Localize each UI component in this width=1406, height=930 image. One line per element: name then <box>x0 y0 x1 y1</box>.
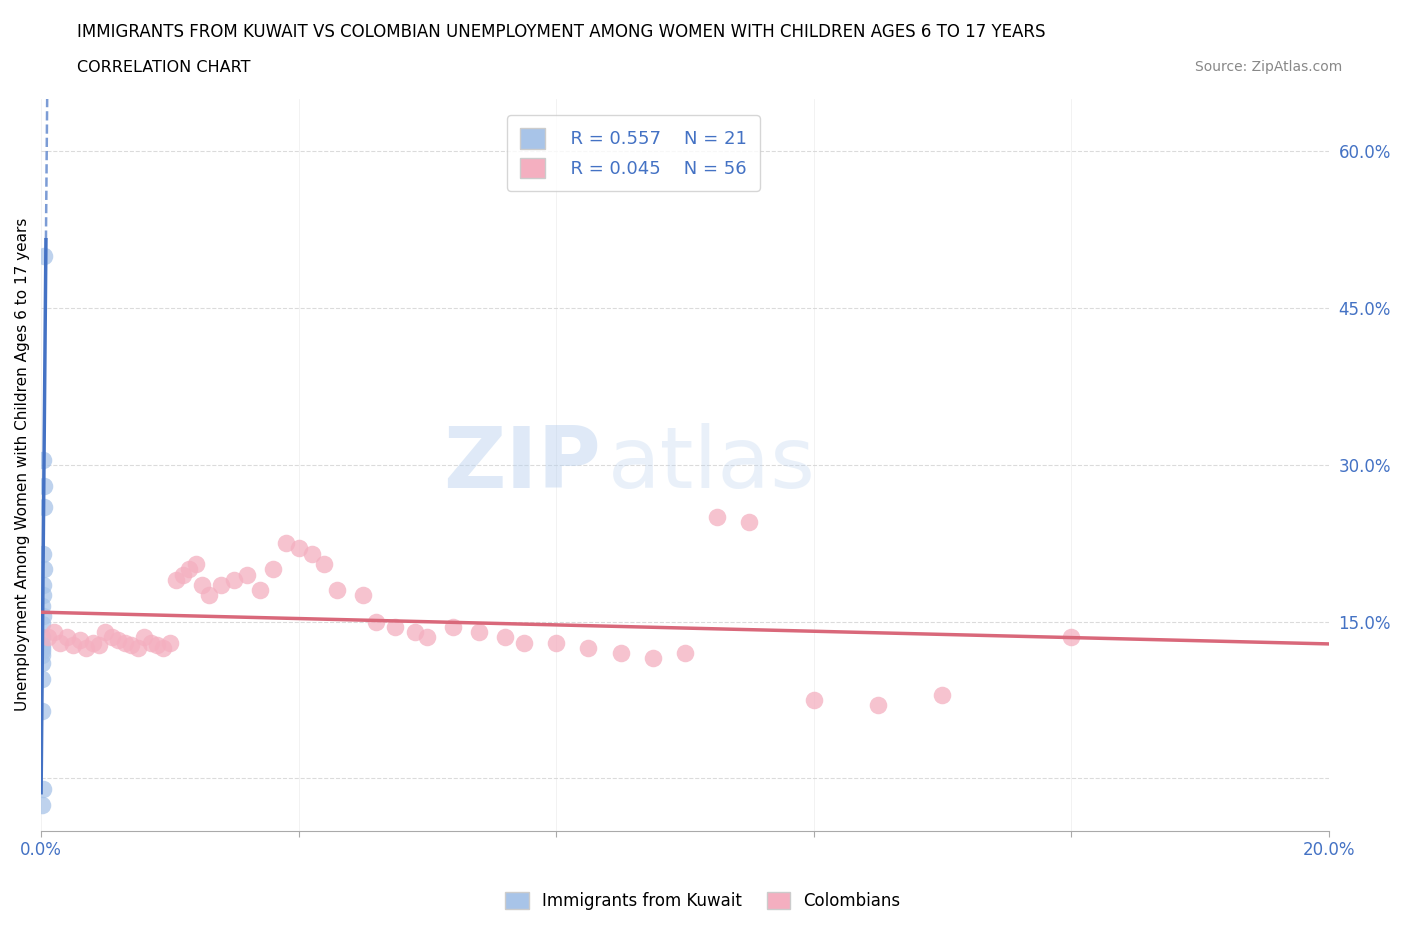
Point <box>738 515 761 530</box>
Point <box>127 641 149 656</box>
Point <box>274 536 297 551</box>
Point <box>152 641 174 656</box>
Point <box>62 637 84 652</box>
Point <box>468 625 491 640</box>
Point <box>262 562 284 577</box>
Point <box>31 671 53 686</box>
Point <box>31 599 53 614</box>
Point <box>191 578 214 592</box>
Point <box>32 546 55 561</box>
Text: ZIP: ZIP <box>443 423 602 506</box>
Point <box>32 499 55 514</box>
Point <box>31 630 53 644</box>
Point <box>165 572 187 587</box>
Point <box>301 546 323 561</box>
Text: IMMIGRANTS FROM KUWAIT VS COLOMBIAN UNEMPLOYMENT AMONG WOMEN WITH CHILDREN AGES : IMMIGRANTS FROM KUWAIT VS COLOMBIAN UNEM… <box>77 23 1046 41</box>
Point <box>49 635 72 650</box>
Point <box>416 630 439 644</box>
Point <box>32 588 55 603</box>
Point <box>249 583 271 598</box>
Y-axis label: Unemployment Among Women with Children Ages 6 to 17 years: Unemployment Among Women with Children A… <box>15 218 30 711</box>
Point <box>146 637 169 652</box>
Point <box>159 635 181 650</box>
Point <box>32 781 55 796</box>
Point <box>706 510 728 525</box>
Point <box>494 630 516 644</box>
Point <box>546 635 568 650</box>
Point <box>184 557 207 572</box>
Point <box>224 572 246 587</box>
Point <box>179 562 201 577</box>
Point <box>673 645 696 660</box>
Point <box>931 687 953 702</box>
Point <box>94 625 117 640</box>
Point <box>34 248 56 263</box>
Point <box>31 647 53 662</box>
Point <box>31 656 53 671</box>
Point <box>314 557 336 572</box>
Point <box>576 641 599 656</box>
Point <box>172 567 194 582</box>
Point <box>384 619 406 634</box>
Point <box>31 703 53 718</box>
Point <box>87 637 110 652</box>
Point <box>641 651 664 666</box>
Point <box>69 633 91 648</box>
Text: CORRELATION CHART: CORRELATION CHART <box>77 60 250 75</box>
Point <box>513 635 536 650</box>
Point <box>42 625 65 640</box>
Point <box>107 633 129 648</box>
Legend:   R = 0.557    N = 21,   R = 0.045    N = 56: R = 0.557 N = 21, R = 0.045 N = 56 <box>508 115 759 191</box>
Point <box>31 797 53 812</box>
Point <box>326 583 349 598</box>
Point <box>236 567 259 582</box>
Point <box>32 562 55 577</box>
Point <box>31 644 53 658</box>
Point <box>32 578 55 592</box>
Point <box>31 617 53 631</box>
Point <box>868 698 890 712</box>
Point <box>37 630 59 644</box>
Point <box>56 630 79 644</box>
Point <box>101 630 124 644</box>
Point <box>209 578 232 592</box>
Point <box>352 588 374 603</box>
Point <box>32 609 55 624</box>
Point <box>1060 630 1083 644</box>
Point <box>404 625 426 640</box>
Point <box>139 635 162 650</box>
Point <box>82 635 104 650</box>
Legend: Immigrants from Kuwait, Colombians: Immigrants from Kuwait, Colombians <box>499 885 907 917</box>
Point <box>114 635 136 650</box>
Point <box>609 645 631 660</box>
Point <box>32 452 55 467</box>
Point <box>31 641 53 656</box>
Point <box>197 588 219 603</box>
Point <box>364 614 387 629</box>
Point <box>134 630 156 644</box>
Point <box>120 637 142 652</box>
Point <box>441 619 464 634</box>
Point <box>31 637 53 652</box>
Point <box>75 641 97 656</box>
Point <box>32 478 55 493</box>
Text: atlas: atlas <box>607 423 815 506</box>
Point <box>803 693 825 708</box>
Text: Source: ZipAtlas.com: Source: ZipAtlas.com <box>1195 60 1343 74</box>
Point <box>287 541 309 556</box>
